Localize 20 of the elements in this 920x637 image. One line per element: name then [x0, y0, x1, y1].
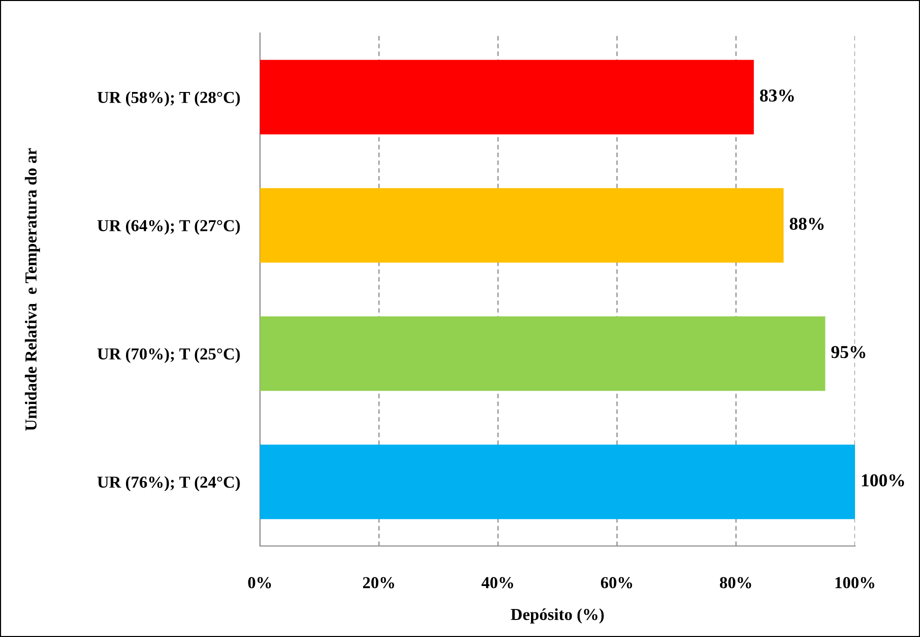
x-tick-label: 20%: [363, 577, 394, 588]
y-tick-label: UR (58%); T (28°C): [97, 91, 240, 106]
data-label: 100%: [862, 474, 904, 486]
y-tick-label: UR (64%); T (27°C): [97, 220, 240, 235]
bar: [260, 60, 754, 134]
data-label: 95%: [831, 346, 866, 358]
x-tick-label: 0%: [248, 577, 271, 588]
x-axis-title: Depósito (%): [510, 608, 604, 624]
x-tick-label: 40%: [482, 577, 514, 588]
data-label: 83%: [760, 89, 794, 102]
bar: [260, 188, 784, 263]
bar: [260, 316, 826, 391]
y-tick-label: UR (76%); T (24°C): [97, 476, 240, 492]
data-label: 88%: [790, 218, 824, 230]
x-tick-label: 100%: [836, 577, 874, 588]
y-tick-label: UR (70%); T (25°C): [97, 348, 240, 363]
x-tick-label: 60%: [600, 577, 632, 588]
bar: [260, 444, 855, 520]
y-axis-title: Umidade Relativa e Temperatura do ar: [24, 148, 40, 431]
x-tick-label: 80%: [720, 577, 752, 588]
